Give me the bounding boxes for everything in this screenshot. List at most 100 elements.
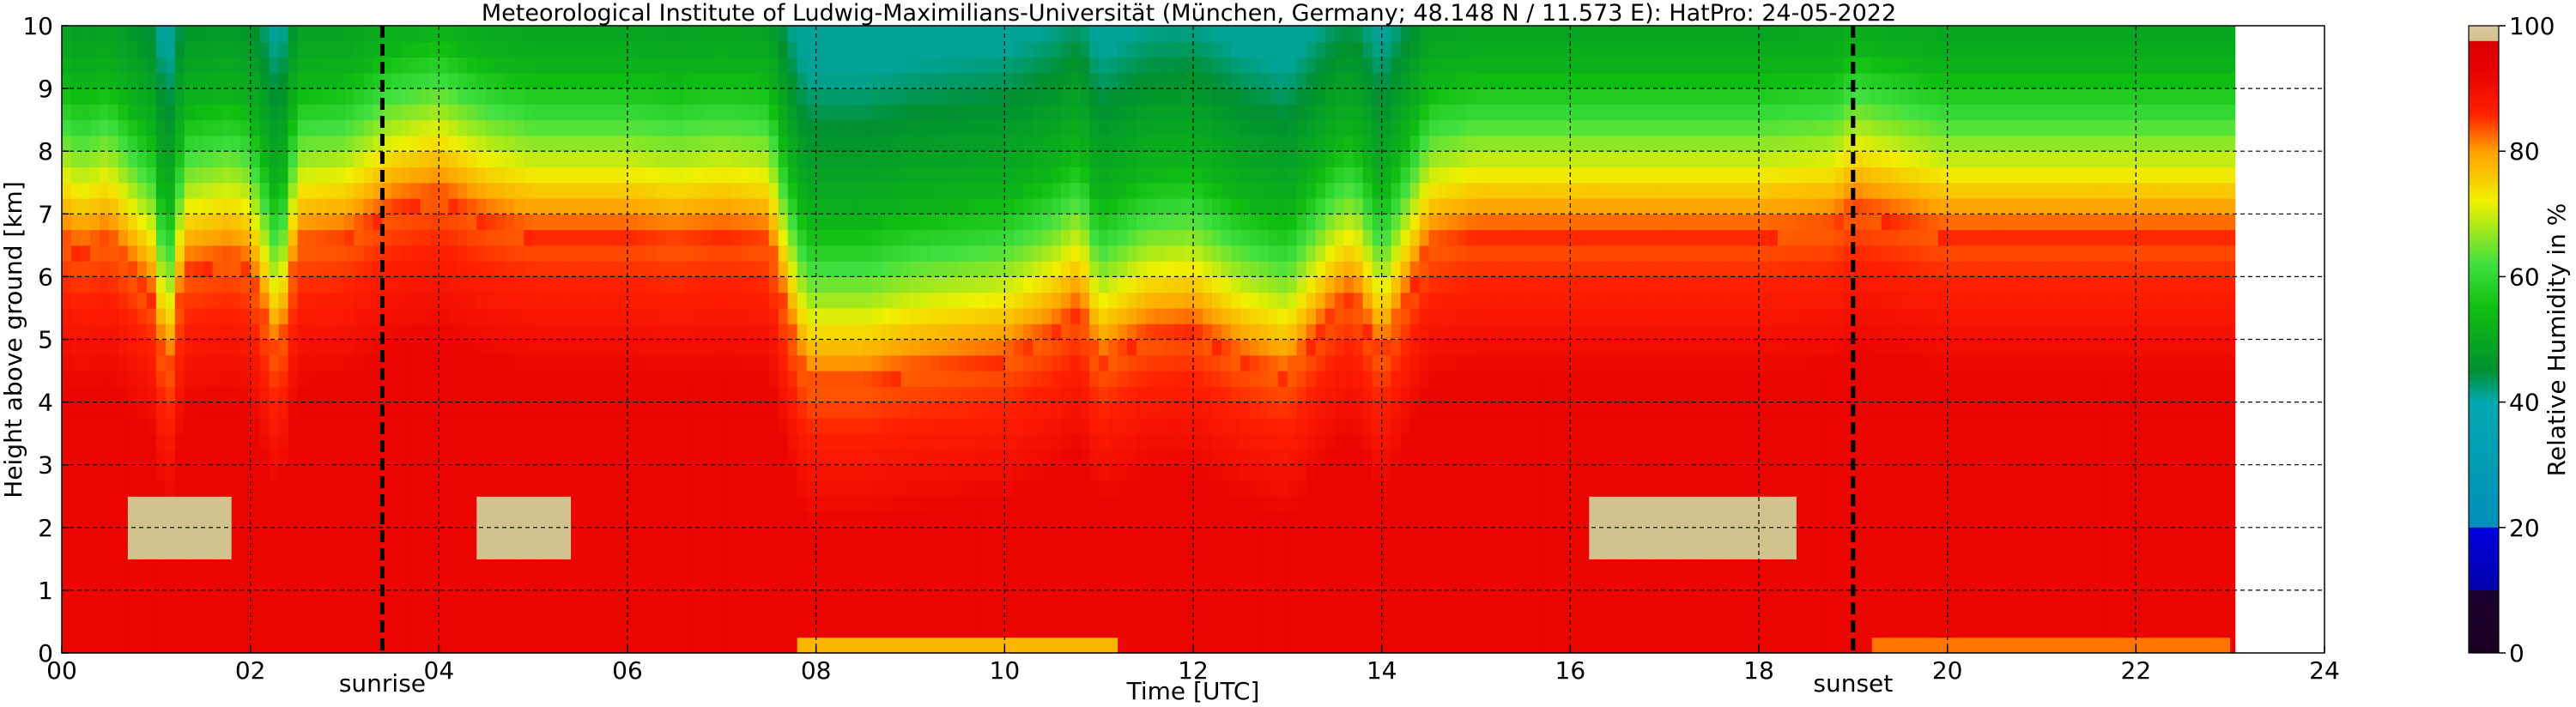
heatmap-cell: [410, 559, 421, 576]
heatmap-cell: [1165, 354, 1175, 372]
heatmap-cell: [618, 496, 628, 513]
heatmap-cell: [136, 511, 148, 529]
heatmap-cell: [420, 119, 430, 136]
heatmap-cell: [410, 119, 421, 136]
heatmap-cell: [1108, 480, 1118, 497]
heatmap-cell: [524, 26, 534, 42]
heatmap-cell: [834, 135, 846, 152]
heatmap-cell: [721, 214, 732, 231]
heatmap-cell: [730, 433, 742, 450]
heatmap-cell: [740, 402, 751, 419]
heatmap-cell: [863, 543, 874, 559]
heatmap-cell: [495, 402, 506, 419]
heatmap-cell: [335, 371, 346, 387]
heatmap-cell: [646, 402, 657, 419]
heatmap-cell: [712, 214, 723, 231]
heatmap-cell: [524, 135, 534, 152]
heatmap-cell: [1014, 214, 1024, 231]
heatmap-cell: [542, 621, 553, 638]
heatmap-cell: [391, 323, 402, 341]
heatmap-cell: [1070, 182, 1081, 199]
heatmap-cell: [552, 543, 562, 559]
heatmap-cell: [1033, 402, 1043, 419]
heatmap-cell: [627, 151, 638, 168]
heatmap-cell: [410, 151, 421, 168]
heatmap-cell: [184, 433, 195, 450]
heatmap-cell: [1211, 402, 1222, 419]
heatmap-cell: [693, 511, 704, 529]
heatmap-cell: [495, 637, 506, 653]
heatmap-cell: [448, 245, 458, 262]
heatmap-cell: [957, 559, 967, 576]
heatmap-cell: [203, 354, 214, 372]
heatmap-cell: [193, 245, 204, 262]
heatmap-cell: [891, 543, 902, 559]
heatmap-cell: [495, 589, 506, 607]
heatmap-cell: [552, 292, 562, 309]
heatmap-cell: [1108, 261, 1118, 277]
heatmap-cell: [1146, 606, 1156, 623]
heatmap-cell: [288, 88, 299, 105]
heatmap-cell: [1052, 606, 1062, 623]
heatmap-cell: [1089, 527, 1100, 544]
heatmap-cell: [439, 386, 449, 403]
heatmap-cell: [316, 402, 327, 419]
heatmap-cell: [561, 496, 572, 513]
heatmap-cell: [1230, 589, 1241, 607]
heatmap-cell: [900, 433, 912, 450]
heatmap-cell: [910, 464, 921, 481]
heatmap-cell: [1165, 606, 1175, 623]
heatmap-cell: [250, 339, 261, 356]
heatmap-cell: [590, 589, 600, 607]
heatmap-cell: [467, 119, 477, 136]
heatmap-cell: [99, 104, 110, 121]
heatmap-cell: [259, 151, 270, 168]
heatmap-cell: [759, 496, 770, 513]
heatmap-cell: [646, 606, 657, 623]
heatmap-cell: [863, 637, 874, 653]
heatmap-cell: [391, 559, 402, 576]
heatmap-cell: [62, 72, 72, 89]
heatmap-cell: [193, 402, 204, 419]
heatmap-cell: [683, 104, 694, 121]
heatmap-cell: [165, 166, 176, 184]
heatmap-cell: [552, 72, 562, 89]
heatmap-cell: [221, 480, 233, 497]
heatmap-cell: [976, 57, 986, 74]
heatmap-cell: [1136, 104, 1147, 121]
heatmap-cell: [514, 166, 524, 184]
heatmap-cell: [561, 323, 572, 341]
heatmap-cell: [70, 26, 82, 42]
heatmap-cell: [495, 104, 506, 121]
heatmap-cell: [174, 276, 185, 293]
heatmap-cell: [1042, 292, 1052, 309]
heatmap-cell: [1127, 339, 1137, 356]
heatmap-cell: [495, 182, 506, 199]
heatmap-cell: [240, 496, 252, 513]
heatmap-cell: [664, 307, 676, 324]
heatmap-cell: [335, 307, 346, 324]
heatmap-cell: [278, 41, 289, 58]
heatmap-cell: [599, 104, 609, 121]
heatmap-cell: [1014, 229, 1024, 246]
heatmap-cell: [363, 292, 374, 309]
heatmap-cell: [655, 151, 666, 168]
heatmap-cell: [344, 182, 355, 199]
heatmap-cell: [146, 261, 157, 277]
heatmap-cell: [1099, 496, 1109, 513]
heatmap-cell: [552, 214, 562, 231]
heatmap-cell: [108, 88, 119, 105]
heatmap-cell: [221, 104, 233, 121]
heatmap-cell: [1014, 307, 1024, 324]
heatmap-cell: [787, 261, 798, 277]
heatmap-cell: [335, 166, 346, 184]
heatmap-cell: [136, 119, 148, 136]
heatmap-cell: [1099, 307, 1109, 324]
heatmap-cell: [1211, 135, 1222, 152]
heatmap-cell: [269, 371, 280, 387]
heatmap-cell: [1202, 276, 1213, 293]
heatmap-cell: [967, 229, 977, 246]
heatmap-cell: [985, 543, 996, 559]
heatmap-cell: [306, 135, 318, 152]
heatmap-cell: [297, 511, 308, 529]
